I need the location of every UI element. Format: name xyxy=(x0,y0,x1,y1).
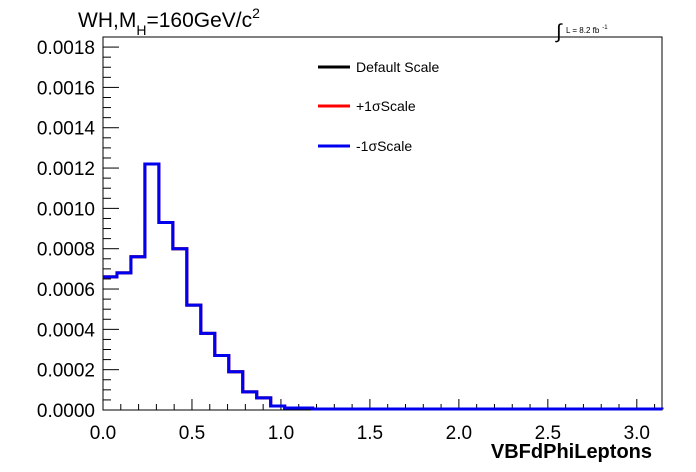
title-main: WH,M xyxy=(78,9,136,32)
legend: Default Scale +1σScale -1σScale xyxy=(318,59,439,154)
lumi-label: L = 8.2 fb -1 xyxy=(566,25,608,35)
y-tick-label: 0.0012 xyxy=(37,159,95,180)
title-rest: =160GeV/c xyxy=(146,9,252,32)
y-tick-label: 0.0006 xyxy=(37,280,95,301)
x-tick-label: 1.5 xyxy=(357,423,383,444)
chart-title: WH,MH=160GeV/c2 xyxy=(78,5,260,38)
title-subscript: H xyxy=(136,22,146,38)
legend-label-minus: -1σScale xyxy=(356,138,412,154)
x-axis-ticks: 0.0 0.5 1.0 1.5 2.0 2.5 3.0 xyxy=(90,399,656,444)
lumi-main: L = 8.2 fb xyxy=(566,26,600,35)
series-layer xyxy=(103,162,664,411)
y-tick-label: 0.0000 xyxy=(37,401,95,422)
title-superscript: 2 xyxy=(252,5,260,21)
legend-label-default: Default Scale xyxy=(356,59,439,75)
integral-sign: ∫ xyxy=(555,21,563,43)
x-tick-label: 2.0 xyxy=(446,423,472,444)
y-tick-label: 0.0014 xyxy=(37,119,96,140)
y-tick-label: 0.0016 xyxy=(37,78,95,99)
x-tick-label: 1.0 xyxy=(268,423,294,444)
y-tick-label: 0.0018 xyxy=(37,38,95,59)
lumi-superscript: -1 xyxy=(602,25,608,31)
x-tick-label: 2.5 xyxy=(535,423,561,444)
x-tick-label: 3.0 xyxy=(624,423,650,444)
y-tick-label: 0.0008 xyxy=(37,240,95,261)
y-tick-label: 0.0004 xyxy=(37,320,96,341)
x-axis-title: VBFdPhiLeptons xyxy=(491,441,652,463)
legend-label-plus: +1σScale xyxy=(356,98,416,114)
x-tick-label: 0.0 xyxy=(90,423,116,444)
x-tick-label: 0.5 xyxy=(179,423,205,444)
y-axis-ticks: 0.0000 0.0002 0.0004 0.0006 0.0008 0.0010 0.00… xyxy=(37,38,119,422)
series-line-2 xyxy=(103,162,664,411)
y-tick-label: 0.0002 xyxy=(37,361,95,382)
y-tick-label: 0.0010 xyxy=(37,199,95,220)
